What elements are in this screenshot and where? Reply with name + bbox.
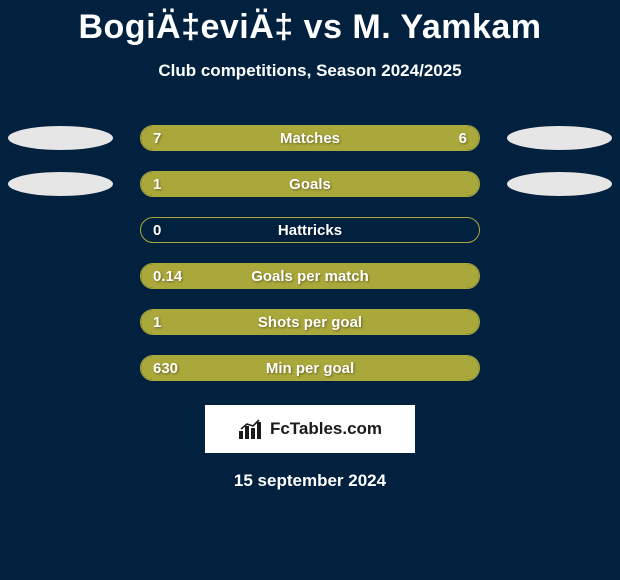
stat-row: Goals per match0.14 (0, 253, 620, 299)
stats-container: Matches76 Goals1 Hattricks0 Goals per match… (0, 115, 620, 391)
bar-fill (141, 126, 479, 150)
page-title: BogiÄ‡eviÄ‡ vs M. Yamkam (0, 0, 620, 47)
bar-fill (141, 310, 479, 334)
stat-row: Shots per goal1 (0, 299, 620, 345)
stat-row: Min per goal630 (0, 345, 620, 391)
bar-fill (141, 264, 479, 288)
left-ellipse (8, 172, 113, 196)
stat-row: Hattricks0 (0, 207, 620, 253)
right-ellipse (507, 126, 612, 150)
chart-icon (238, 418, 264, 440)
stat-label: Hattricks (141, 218, 479, 242)
badge-text: FcTables.com (270, 419, 382, 439)
bar-track: Hattricks0 (140, 217, 480, 243)
bar-fill (141, 356, 479, 380)
stat-row: Goals1 (0, 161, 620, 207)
bar-track: Min per goal630 (140, 355, 480, 381)
page-subtitle: Club competitions, Season 2024/2025 (0, 61, 620, 81)
left-ellipse (8, 126, 113, 150)
site-badge: FcTables.com (205, 405, 415, 453)
right-ellipse (507, 172, 612, 196)
stat-row: Matches76 (0, 115, 620, 161)
stat-value-left: 0 (153, 218, 161, 242)
bar-track: Goals per match0.14 (140, 263, 480, 289)
date-text: 15 september 2024 (0, 471, 620, 491)
bar-track: Matches76 (140, 125, 480, 151)
bar-track: Shots per goal1 (140, 309, 480, 335)
bar-fill (141, 172, 479, 196)
bar-track: Goals1 (140, 171, 480, 197)
